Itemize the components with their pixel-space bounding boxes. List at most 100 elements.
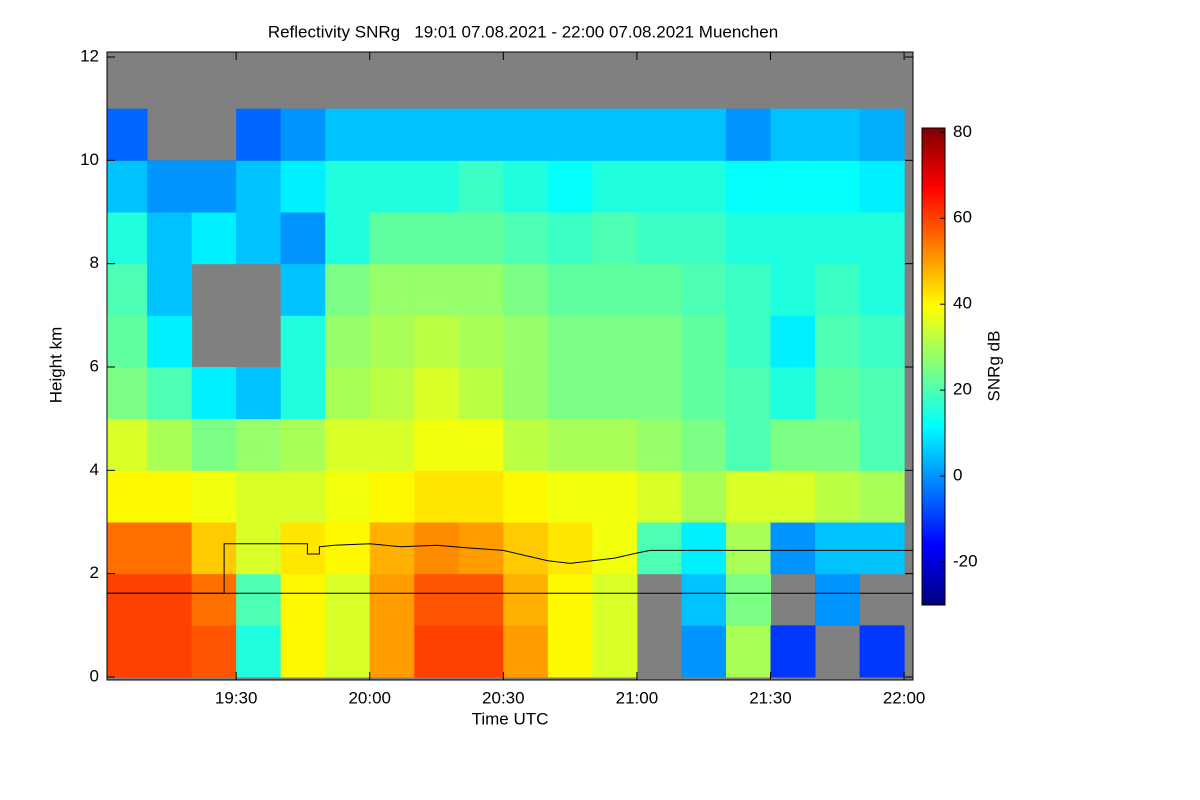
y-axis-label: Height km xyxy=(46,327,65,404)
heat-cell xyxy=(859,263,905,316)
heat-cell xyxy=(280,367,326,420)
heat-cell xyxy=(236,108,282,161)
heat-cell xyxy=(725,367,772,420)
heat-cell xyxy=(107,212,148,265)
x-tick-label: 20:00 xyxy=(348,688,391,707)
heat-cell xyxy=(681,315,727,368)
heat-cell xyxy=(458,108,504,161)
plot-frame xyxy=(106,51,914,681)
heat-cell xyxy=(107,108,148,161)
heat-cell xyxy=(414,625,460,678)
heat-cell xyxy=(369,418,415,471)
heat-cell xyxy=(636,212,682,265)
heat-cell xyxy=(458,418,504,471)
heat-cell xyxy=(770,160,816,213)
heat-cell xyxy=(547,263,593,316)
heat-cell xyxy=(414,367,460,420)
heat-cell xyxy=(503,315,549,368)
heat-cell xyxy=(414,315,460,368)
colorbar-tick-label: 20 xyxy=(953,380,972,399)
heat-cell xyxy=(503,367,549,420)
heat-cell xyxy=(107,315,148,368)
heat-cell xyxy=(815,418,861,471)
heat-cell xyxy=(815,263,861,316)
heat-cell xyxy=(147,212,193,265)
heat-cell xyxy=(815,108,861,161)
heat-cell xyxy=(236,160,282,213)
heat-cell xyxy=(191,470,237,523)
heat-cell xyxy=(325,418,371,471)
heat-cell xyxy=(414,108,460,161)
heat-cell xyxy=(107,263,148,316)
heat-cell xyxy=(770,625,816,678)
plot-area xyxy=(107,52,913,680)
heat-cell xyxy=(859,367,905,420)
heat-cell xyxy=(280,573,326,626)
heat-cell xyxy=(191,522,237,575)
heat-cell xyxy=(636,315,682,368)
colorbar-tick-label: 60 xyxy=(953,208,972,227)
heat-cell xyxy=(280,315,326,368)
heat-cell xyxy=(859,418,905,471)
heat-cell xyxy=(503,573,549,626)
heat-cell xyxy=(147,625,193,678)
heat-cell xyxy=(369,470,415,523)
heat-cell xyxy=(592,212,638,265)
heat-cell xyxy=(458,625,504,678)
colorbar-tick-label: 0 xyxy=(953,466,962,485)
heat-cell xyxy=(815,522,861,575)
y-tick-label: 0 xyxy=(90,666,99,685)
heat-cell xyxy=(236,212,282,265)
heat-cell xyxy=(236,522,282,575)
heat-cell xyxy=(107,160,148,213)
height-line xyxy=(107,543,913,594)
y-tick-label: 10 xyxy=(80,150,99,169)
x-tick-label: 20:30 xyxy=(482,688,525,707)
heat-cell xyxy=(369,367,415,420)
heat-cell xyxy=(191,367,237,420)
heat-cell xyxy=(547,418,593,471)
heat-cell xyxy=(681,160,727,213)
heat-cell xyxy=(236,470,282,523)
x-tick-label: 21:30 xyxy=(749,688,792,707)
heat-cell xyxy=(280,418,326,471)
heat-cell xyxy=(280,160,326,213)
heat-cell xyxy=(592,263,638,316)
heat-cell xyxy=(681,573,727,626)
heat-cell xyxy=(592,315,638,368)
heat-cell xyxy=(681,522,727,575)
heat-cell xyxy=(369,160,415,213)
heat-cell xyxy=(325,367,371,420)
heat-cell xyxy=(592,418,638,471)
heat-cell xyxy=(503,470,549,523)
heat-cell xyxy=(503,108,549,161)
heat-cell xyxy=(681,367,727,420)
heat-cell xyxy=(725,573,772,626)
heat-cell xyxy=(325,625,371,678)
x-tick-label: 21:00 xyxy=(616,688,659,707)
heat-cell xyxy=(859,625,905,678)
x-tick-label: 19:30 xyxy=(215,688,258,707)
heat-cell xyxy=(770,522,816,575)
heat-cell xyxy=(503,160,549,213)
heat-cell xyxy=(325,263,371,316)
heat-cell xyxy=(592,108,638,161)
heat-cell xyxy=(503,625,549,678)
heat-cell xyxy=(725,625,772,678)
heat-cell xyxy=(547,108,593,161)
heat-cell xyxy=(547,367,593,420)
heat-cell xyxy=(414,263,460,316)
heat-cell xyxy=(280,263,326,316)
heat-cell xyxy=(503,263,549,316)
heat-cell xyxy=(770,367,816,420)
heat-cell xyxy=(681,470,727,523)
heat-cell xyxy=(107,418,148,471)
heat-cell xyxy=(369,212,415,265)
heat-cell xyxy=(547,212,593,265)
heat-cell xyxy=(191,625,237,678)
heat-cell xyxy=(107,470,148,523)
heat-cell xyxy=(859,315,905,368)
heat-cell xyxy=(414,212,460,265)
heat-cell xyxy=(147,160,193,213)
heat-cell xyxy=(458,367,504,420)
